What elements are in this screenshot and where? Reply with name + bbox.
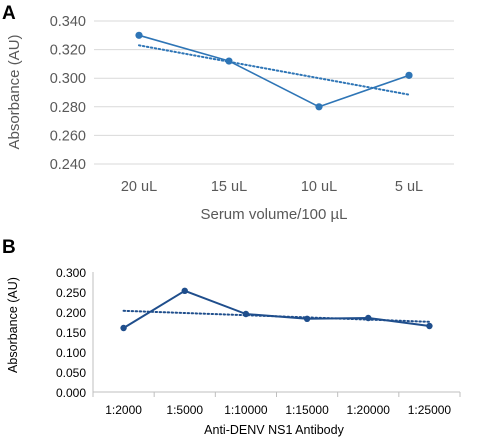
y-tick-label: 0.250 bbox=[56, 286, 86, 300]
y-tick-label: 0.300 bbox=[50, 71, 86, 87]
y-tick-label: 0.100 bbox=[56, 346, 86, 360]
data-point bbox=[426, 322, 433, 330]
chart-a: A 0.240 0.260 0.280 0.300 0.320 0.340 20 uL 15… bbox=[2, 3, 454, 223]
data-point bbox=[405, 71, 413, 79]
y-tick-label: 0.320 bbox=[50, 43, 86, 59]
y-tick-label: 0.150 bbox=[56, 326, 86, 340]
series-line bbox=[138, 34, 410, 108]
chart-a-series bbox=[135, 31, 413, 111]
data-point bbox=[303, 315, 311, 322]
chart-b-y-axis-title: Absorbance (AU) bbox=[6, 277, 20, 373]
chart-b-axes bbox=[92, 272, 461, 397]
data-point bbox=[181, 287, 188, 294]
panel-a-label: A bbox=[2, 3, 16, 24]
chart-b: B 0.000 0.050 0.100 0.150 0.200 0.250 0.300 1:… bbox=[2, 237, 461, 437]
x-tick-label: 1:5000 bbox=[166, 403, 203, 417]
chart-b-x-tick-labels: 1:2000 1:5000 1:10000 1:15000 1:20000 1:25000 bbox=[105, 403, 451, 417]
y-tick-label: 0.200 bbox=[56, 306, 86, 320]
x-tick-label: 10 uL bbox=[301, 179, 337, 195]
y-tick-label: 0.300 bbox=[56, 266, 86, 280]
x-tick-label: 1:20000 bbox=[347, 403, 391, 417]
data-point bbox=[225, 57, 233, 65]
x-tick-label: 1:15000 bbox=[285, 403, 329, 417]
chart-b-series bbox=[120, 287, 433, 332]
x-tick-label: 1:10000 bbox=[224, 403, 268, 417]
x-tick-label: 1:25000 bbox=[408, 403, 452, 417]
data-point bbox=[315, 103, 323, 111]
panel-b-label: B bbox=[2, 237, 16, 258]
x-tick-label: 15 uL bbox=[211, 179, 247, 195]
data-point bbox=[120, 324, 127, 332]
chart-a-trendline bbox=[138, 44, 410, 96]
chart-a-y-tick-labels: 0.240 0.260 0.280 0.300 0.320 0.340 bbox=[50, 14, 86, 173]
x-tick-label: 5 uL bbox=[395, 179, 423, 195]
chart-b-x-axis-title: Anti-DENV NS1 Antibody bbox=[204, 423, 344, 437]
y-tick-label: 0.280 bbox=[50, 100, 86, 116]
y-tick-label: 0.240 bbox=[50, 157, 86, 173]
x-tick-label: 1:2000 bbox=[105, 403, 142, 417]
chart-a-gridlines bbox=[94, 20, 454, 165]
data-point bbox=[365, 314, 372, 322]
chart-a-x-axis-title: Serum volume/100 µL bbox=[200, 206, 347, 223]
chart-a-y-axis-title: Absorbance (AU) bbox=[6, 34, 23, 149]
series-line bbox=[123, 289, 430, 329]
x-tick-label: 20 uL bbox=[121, 179, 157, 195]
data-point bbox=[135, 31, 143, 39]
y-tick-label: 0.050 bbox=[56, 366, 86, 380]
y-tick-label: 0.260 bbox=[50, 128, 86, 144]
trendline bbox=[138, 44, 410, 96]
data-point bbox=[242, 310, 250, 318]
y-tick-label: 0.340 bbox=[50, 14, 86, 30]
chart-b-y-tick-labels: 0.000 0.050 0.100 0.150 0.200 0.250 0.300 bbox=[56, 266, 86, 400]
y-tick-label: 0.000 bbox=[56, 386, 86, 400]
chart-a-x-tick-labels: 20 uL 15 uL 10 uL 5 uL bbox=[121, 179, 423, 195]
